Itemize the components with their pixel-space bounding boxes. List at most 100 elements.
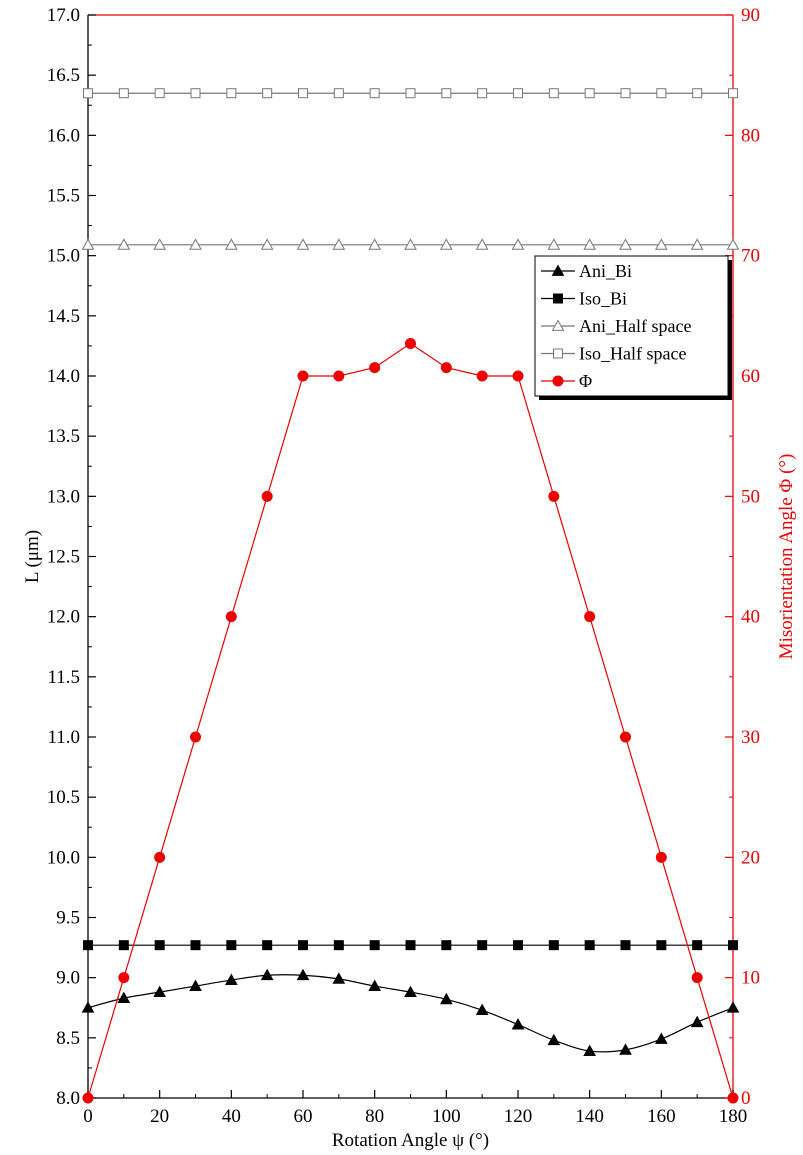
y-tick-label: 8.5 [56,1028,80,1049]
series-1-point [548,940,559,951]
y-tick-label: 12.0 [47,607,80,628]
y2-tick-label: 40 [741,607,760,628]
legend-label: Φ [579,371,592,391]
series-4-point [476,370,488,382]
series-2-point [619,238,632,250]
series-1-point [584,940,595,951]
series-1-point [262,940,273,951]
series-4-point [225,611,237,623]
y-tick-label: 8.0 [56,1088,80,1109]
series-2-point [117,238,131,250]
series-1-point [441,940,452,951]
legend-label: Ani_Half space [579,316,691,336]
series-4-point [691,972,703,984]
series-0-point [260,968,274,981]
series-0-point [368,979,382,991]
series-0-point [654,1032,668,1044]
y-tick-label: 10.0 [47,847,80,868]
x-tick-label: 40 [222,1106,241,1127]
series-2-point [81,238,95,250]
x-tick-label: 20 [150,1106,169,1127]
series-0-point [117,991,131,1004]
y-tick-label: 13.5 [47,426,80,447]
series-4-point [405,338,416,350]
series-1-point [692,940,703,951]
series-4-point [548,490,560,502]
series-3-point [333,88,344,99]
series-1-point [620,940,631,951]
y2-tick-label: 30 [741,727,760,748]
series-3-point [620,88,631,99]
legend-marker [551,264,565,276]
legend-label: Iso_Bi [579,289,627,309]
x-tick-label: 180 [719,1106,748,1127]
series-1-point [118,940,129,951]
series-1-point [477,940,488,951]
series-2-point [511,238,525,250]
legend-marker [553,348,563,359]
series-0-point [726,1001,740,1013]
series-0-point [224,973,238,985]
x-axis-title: Rotation Angle ψ (°) [332,1130,489,1151]
series-4-point [655,851,667,863]
series-0-point [439,992,453,1005]
series-1-point [226,940,237,951]
series-1-point [83,940,93,951]
series-0-point [332,972,346,984]
y-tick-label: 15.0 [47,246,80,267]
series-3-point [513,88,523,99]
series-2-point [189,238,202,250]
series-3-point [118,88,129,99]
series-2-point [475,238,489,250]
series-3-point [728,88,738,99]
series-2-point [726,238,740,250]
legend-marker [552,375,564,387]
x-tick-label: 100 [432,1106,461,1127]
series-0-point [547,1033,561,1046]
series-2-point [332,238,346,250]
series-2-point [583,238,597,250]
series-1-point [298,940,308,951]
series-3-point [656,88,667,99]
series-4-point [154,851,166,863]
legend-marker [551,319,565,331]
y2-tick-label: 20 [741,847,760,868]
y-tick-label: 11.0 [47,727,80,748]
series-4-point [261,490,273,502]
series-0-point [475,1003,489,1016]
series-1-point [405,940,416,951]
legend-label: Iso_Half space [579,344,686,364]
y2-tick-label: 60 [741,366,760,387]
series-4-point [369,362,381,374]
series-0-point [404,985,417,998]
series-3-point [262,88,273,99]
y2-tick-label: 70 [741,246,760,267]
series-4-point [82,1092,94,1104]
y2-tick-label: 50 [741,486,760,507]
series-0-point [583,1044,597,1056]
series-4-point [118,972,130,984]
y2-tick-label: 80 [741,125,760,146]
series-3-point [477,88,488,99]
y-tick-label: 16.5 [47,65,80,86]
x-tick-label: 80 [365,1106,384,1127]
series-2-point [260,238,274,250]
series-3-point [154,88,165,99]
y-tick-label: 11.5 [47,667,80,688]
y-tick-label: 9.5 [56,908,80,929]
series-1-point [656,940,667,951]
series-3-point [83,88,93,99]
series-0-point [511,1018,525,1030]
legend-marker [553,293,563,304]
y-tick-label: 16.0 [47,125,80,146]
series-1-point [513,940,523,951]
series-3-point [692,88,703,99]
x-tick-label: 160 [647,1106,676,1127]
series-2-point [404,238,417,250]
series-4-point [620,731,631,743]
series-0-point [619,1043,632,1055]
x-tick-label: 140 [575,1106,604,1127]
y-tick-label: 10.5 [47,787,80,808]
series-4-point [297,370,309,382]
series-3-point [441,88,452,99]
